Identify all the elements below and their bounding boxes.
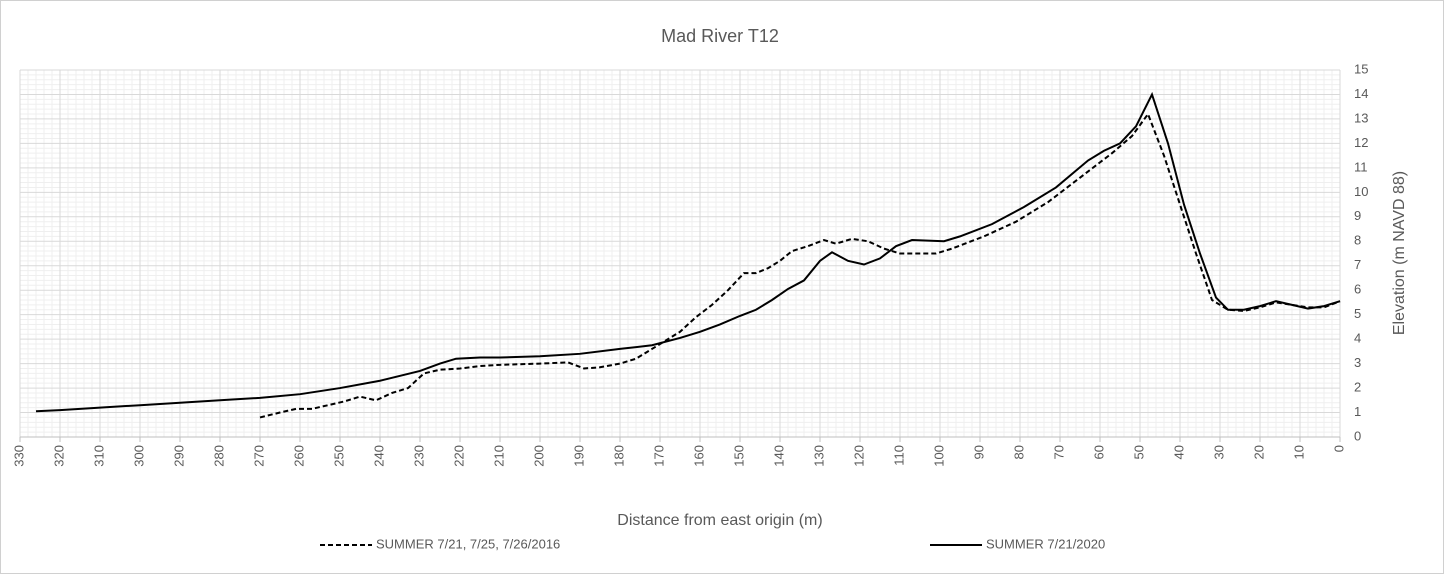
x-tick-label: 230 <box>411 445 426 467</box>
x-tick-label: 330 <box>11 445 26 467</box>
y-tick-label: 10 <box>1354 184 1368 199</box>
y-tick-label: 12 <box>1354 135 1368 150</box>
x-tick-label: 270 <box>251 445 266 467</box>
data-line <box>259 111 1341 419</box>
y-tick-label: 8 <box>1354 233 1361 248</box>
x-axis-label: Distance from east origin (m) <box>617 512 822 529</box>
x-tick-label: 60 <box>1091 445 1106 459</box>
x-tick-label: 90 <box>971 445 986 459</box>
x-tick-label: 250 <box>331 445 346 467</box>
y-tick-label: 2 <box>1354 380 1361 395</box>
y-tick-label: 3 <box>1354 355 1361 370</box>
x-tick-label: 310 <box>91 445 106 467</box>
y-tick-label: 7 <box>1354 257 1361 272</box>
x-tick-label: 260 <box>291 445 306 467</box>
y-tick-label: 15 <box>1354 61 1368 76</box>
x-tick-label: 130 <box>811 445 826 467</box>
y-tick-label: 5 <box>1354 306 1361 321</box>
legend-label: SUMMER 7/21, 7/25, 7/26/2016 <box>376 536 560 551</box>
x-tick-label: 200 <box>531 445 546 467</box>
x-tick-label: 80 <box>1011 445 1026 459</box>
data-line <box>35 91 1341 413</box>
y-axis-label: Elevation (m NAVD 88) <box>1391 171 1408 335</box>
x-tick-label: 110 <box>891 445 906 466</box>
x-tick-label: 150 <box>731 445 746 467</box>
x-tick-label: 190 <box>571 445 586 467</box>
x-tick-label: 30 <box>1211 445 1226 459</box>
y-tick-label: 4 <box>1354 331 1361 346</box>
chart-title: Mad River T12 <box>661 26 779 46</box>
x-tick-label: 240 <box>371 445 386 467</box>
y-tick-label: 14 <box>1354 86 1368 101</box>
y-tick-label: 1 <box>1354 404 1361 419</box>
x-tick-label: 180 <box>611 445 626 467</box>
x-tick-label: 320 <box>51 445 66 467</box>
y-tick-label: 11 <box>1354 159 1368 174</box>
x-tick-label: 50 <box>1131 445 1146 459</box>
x-tick-label: 20 <box>1251 445 1266 459</box>
x-tick-label: 170 <box>651 445 666 467</box>
legend-label: SUMMER 7/21/2020 <box>986 536 1105 551</box>
x-tick-label: 70 <box>1051 445 1066 459</box>
x-tick-label: 210 <box>491 445 506 467</box>
x-tick-label: 40 <box>1171 445 1186 459</box>
y-tick-label: 13 <box>1354 110 1368 125</box>
y-tick-label: 6 <box>1354 282 1361 297</box>
y-tick-label: 9 <box>1354 208 1361 223</box>
x-tick-label: 290 <box>171 445 186 467</box>
x-tick-label: 140 <box>771 445 786 467</box>
x-tick-label: 220 <box>451 445 466 467</box>
x-tick-label: 10 <box>1291 445 1306 459</box>
x-tick-label: 280 <box>211 445 226 467</box>
x-tick-label: 100 <box>931 445 946 467</box>
x-tick-label: 160 <box>691 445 706 467</box>
x-tick-label: 0 <box>1331 445 1346 452</box>
y-tick-label: 0 <box>1354 428 1361 443</box>
x-tick-label: 300 <box>131 445 146 467</box>
x-tick-label: 120 <box>851 445 866 467</box>
